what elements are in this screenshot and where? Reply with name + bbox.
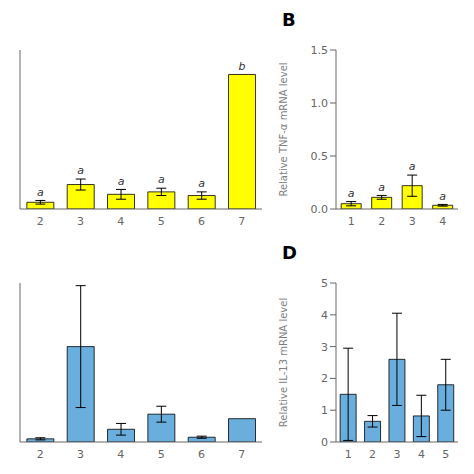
svg-text:2: 2 xyxy=(378,215,385,228)
svg-text:4: 4 xyxy=(117,215,124,228)
svg-text:2: 2 xyxy=(37,215,44,228)
svg-text:a: a xyxy=(348,187,355,200)
svg-text:5: 5 xyxy=(442,448,449,461)
svg-text:a: a xyxy=(37,186,44,199)
svg-text:6: 6 xyxy=(198,448,205,461)
svg-text:4: 4 xyxy=(117,448,124,461)
svg-text:2: 2 xyxy=(321,372,328,385)
svg-text:3: 3 xyxy=(77,215,84,228)
svg-text:a: a xyxy=(118,175,125,188)
svg-text:a: a xyxy=(158,173,165,186)
html-text:D: D xyxy=(282,242,297,263)
svg-text:3: 3 xyxy=(394,448,401,461)
svg-text:1: 1 xyxy=(345,448,352,461)
svg-text:1: 1 xyxy=(348,215,355,228)
svg-text:1.0: 1.0 xyxy=(311,97,329,110)
svg-text:a: a xyxy=(409,160,416,173)
svg-text:a: a xyxy=(77,164,84,177)
svg-text:5: 5 xyxy=(158,448,165,461)
svg-text:3: 3 xyxy=(409,215,416,228)
svg-text:0: 0 xyxy=(321,436,328,449)
svg-text:2: 2 xyxy=(37,448,44,461)
svg-text:5: 5 xyxy=(321,277,328,290)
svg-text:a: a xyxy=(439,190,446,203)
svg-text:a: a xyxy=(378,181,385,194)
svg-text:Relative TNF-α mRNA level: Relative TNF-α mRNA level xyxy=(278,62,289,196)
svg-text:7: 7 xyxy=(238,215,245,228)
svg-text:2: 2 xyxy=(369,448,376,461)
svg-text:1: 1 xyxy=(321,404,328,417)
svg-text:a: a xyxy=(198,177,205,190)
svg-text:6: 6 xyxy=(198,215,205,228)
svg-text:4: 4 xyxy=(418,448,425,461)
svg-text:0.5: 0.5 xyxy=(311,150,329,163)
html-text:B: B xyxy=(282,9,296,30)
svg-text:0.0: 0.0 xyxy=(311,203,329,216)
svg-text:3: 3 xyxy=(321,341,328,354)
svg-text:3: 3 xyxy=(77,448,84,461)
svg-text:4: 4 xyxy=(321,309,328,322)
svg-text:4: 4 xyxy=(439,215,446,228)
svg-text:Relative IL-13 mRNA level: Relative IL-13 mRNA level xyxy=(278,298,289,427)
svg-text:1.5: 1.5 xyxy=(311,44,329,57)
svg-text:b: b xyxy=(239,60,246,73)
svg-text:7: 7 xyxy=(238,448,245,461)
svg-text:5: 5 xyxy=(158,215,165,228)
